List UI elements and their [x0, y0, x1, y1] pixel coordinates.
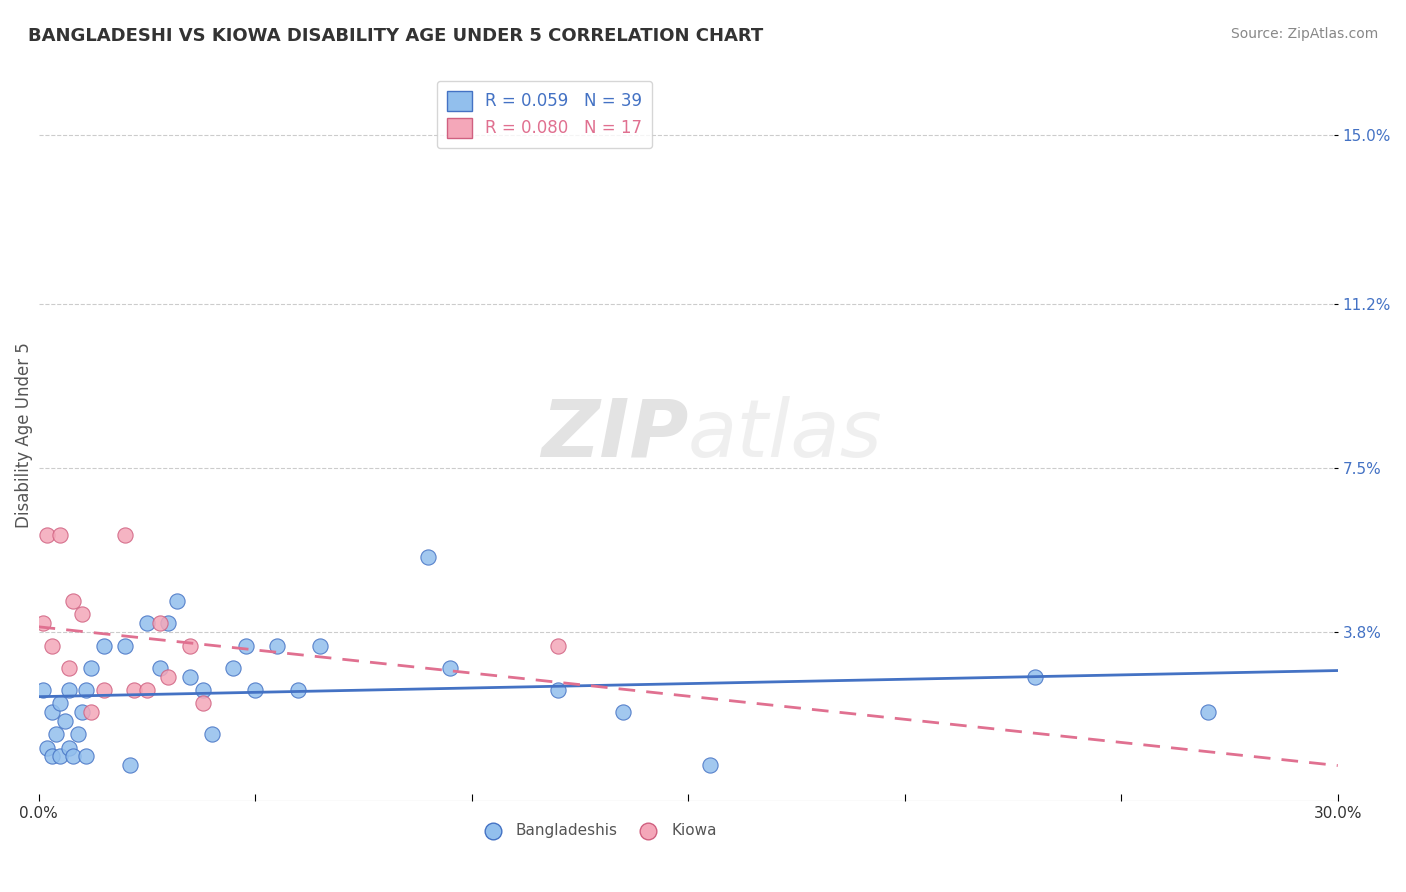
Point — [699, 758, 721, 772]
Point — [135, 682, 157, 697]
Point — [37, 527, 59, 541]
Point — [79, 705, 101, 719]
Point — [201, 727, 224, 741]
Text: Source: ZipAtlas.com: Source: ZipAtlas.com — [1230, 27, 1378, 41]
Point — [41, 639, 63, 653]
Point — [157, 616, 180, 631]
Point — [122, 682, 145, 697]
Point — [32, 616, 55, 631]
Point — [45, 727, 67, 741]
Point — [418, 549, 440, 564]
Point — [41, 705, 63, 719]
Point — [70, 705, 93, 719]
Text: ZIP: ZIP — [541, 396, 688, 474]
Point — [62, 594, 84, 608]
Point — [32, 682, 55, 697]
Point — [179, 639, 201, 653]
Point — [166, 594, 188, 608]
Point — [66, 727, 89, 741]
Point — [547, 639, 569, 653]
Point — [114, 639, 136, 653]
Point — [58, 740, 80, 755]
Point — [243, 682, 266, 697]
Point — [93, 682, 115, 697]
Point — [58, 661, 80, 675]
Point — [149, 661, 172, 675]
Point — [37, 740, 59, 755]
Point — [70, 607, 93, 622]
Point — [79, 661, 101, 675]
Point — [612, 705, 634, 719]
Point — [191, 696, 214, 710]
Point — [49, 696, 72, 710]
Point — [93, 639, 115, 653]
Point — [287, 682, 309, 697]
Point — [179, 670, 201, 684]
Point — [157, 670, 180, 684]
Point — [41, 749, 63, 764]
Text: atlas: atlas — [688, 396, 883, 474]
Y-axis label: Disability Age Under 5: Disability Age Under 5 — [15, 342, 32, 528]
Point — [1197, 705, 1219, 719]
Legend: Bangladeshis, Kiowa: Bangladeshis, Kiowa — [471, 817, 723, 845]
Point — [235, 639, 257, 653]
Point — [118, 758, 141, 772]
Point — [75, 682, 97, 697]
Text: BANGLADESHI VS KIOWA DISABILITY AGE UNDER 5 CORRELATION CHART: BANGLADESHI VS KIOWA DISABILITY AGE UNDE… — [28, 27, 763, 45]
Point — [62, 749, 84, 764]
Point — [309, 639, 332, 653]
Point — [439, 661, 461, 675]
Point — [266, 639, 288, 653]
Point — [49, 749, 72, 764]
Point — [222, 661, 245, 675]
Point — [149, 616, 172, 631]
Point — [53, 714, 76, 728]
Point — [49, 527, 72, 541]
Point — [58, 682, 80, 697]
Point — [75, 749, 97, 764]
Point — [1024, 670, 1046, 684]
Point — [135, 616, 157, 631]
Point — [114, 527, 136, 541]
Point — [547, 682, 569, 697]
Point — [191, 682, 214, 697]
